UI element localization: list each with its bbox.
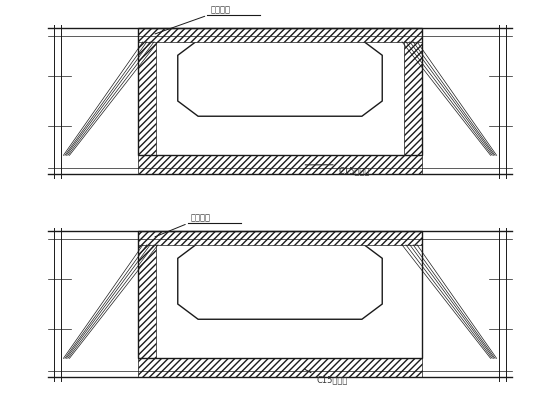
- Polygon shape: [138, 28, 156, 155]
- Polygon shape: [404, 28, 422, 155]
- Polygon shape: [138, 231, 156, 358]
- Polygon shape: [138, 358, 422, 378]
- Text: C15奕基层: C15奕基层: [339, 166, 370, 175]
- Text: 龙骨模板: 龙骨模板: [190, 213, 211, 222]
- Text: 龙骨模板: 龙骨模板: [210, 5, 230, 14]
- Polygon shape: [138, 155, 422, 174]
- Polygon shape: [138, 231, 422, 245]
- Text: C15奕基层: C15奕基层: [316, 375, 348, 384]
- Polygon shape: [138, 28, 422, 42]
